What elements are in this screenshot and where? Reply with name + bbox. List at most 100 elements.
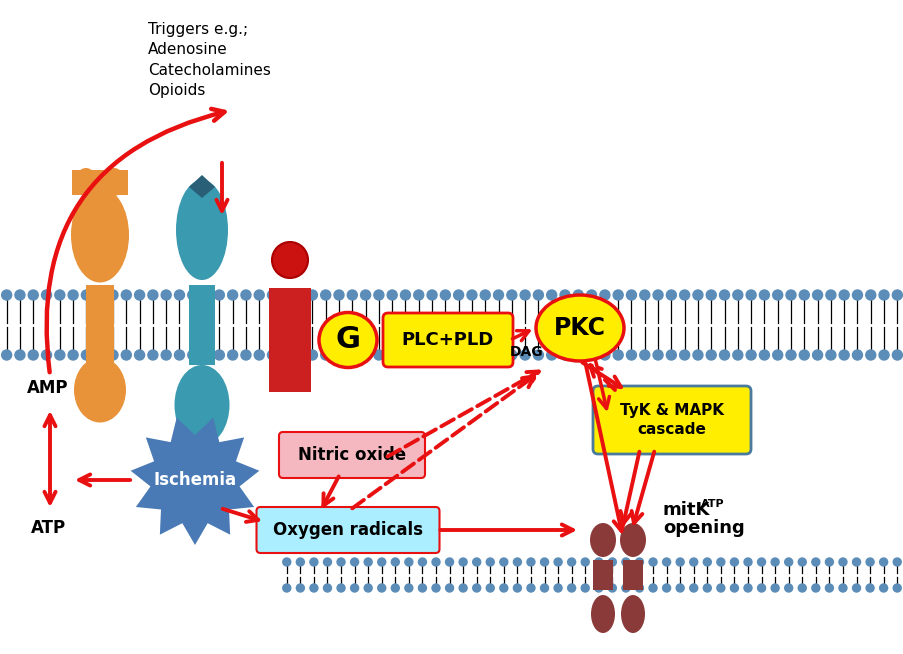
Circle shape [639,290,649,300]
Circle shape [652,350,662,360]
Circle shape [42,290,51,300]
Ellipse shape [103,168,125,196]
Circle shape [652,290,662,300]
Circle shape [600,350,610,360]
Circle shape [347,350,357,360]
Circle shape [321,350,330,360]
Circle shape [770,584,778,592]
Circle shape [364,584,372,592]
Circle shape [188,290,198,300]
Circle shape [81,290,91,300]
Text: Ischemia: Ischemia [154,471,237,489]
Circle shape [467,350,477,360]
Ellipse shape [591,595,614,633]
Circle shape [377,558,386,566]
Circle shape [770,558,778,566]
Circle shape [811,584,819,592]
Circle shape [42,350,51,360]
Circle shape [559,290,570,300]
Circle shape [426,290,436,300]
Circle shape [891,290,901,300]
Text: G: G [335,326,360,354]
Circle shape [283,558,291,566]
Circle shape [499,584,507,592]
Circle shape [675,584,684,592]
Circle shape [878,350,888,360]
Circle shape [716,558,724,566]
Circle shape [852,350,861,360]
Circle shape [626,290,636,300]
Circle shape [666,290,675,300]
Circle shape [865,584,873,592]
Text: PLC+PLD: PLC+PLD [402,331,494,349]
Circle shape [459,558,467,566]
Circle shape [459,584,467,592]
Circle shape [689,558,697,566]
Circle shape [479,350,489,360]
Circle shape [540,558,548,566]
Circle shape [812,350,822,360]
Circle shape [360,350,370,360]
Circle shape [445,558,453,566]
Circle shape [414,350,424,360]
Circle shape [121,350,131,360]
Circle shape [148,290,158,300]
Circle shape [200,350,210,360]
Circle shape [600,290,610,300]
Circle shape [759,350,768,360]
Circle shape [878,290,888,300]
Circle shape [440,350,450,360]
Circle shape [254,290,264,300]
Circle shape [321,290,330,300]
Circle shape [486,558,494,566]
Polygon shape [189,175,215,198]
Ellipse shape [71,188,129,283]
Circle shape [784,558,792,566]
Ellipse shape [590,523,615,557]
Ellipse shape [620,595,644,633]
Circle shape [333,290,344,300]
Circle shape [824,584,833,592]
Text: Oxygen radicals: Oxygen radicals [273,521,423,539]
Circle shape [784,584,792,592]
Circle shape [519,290,529,300]
Circle shape [679,290,689,300]
Circle shape [283,584,291,592]
Circle shape [513,558,521,566]
Circle shape [648,558,656,566]
Circle shape [307,350,317,360]
Circle shape [200,290,210,300]
Circle shape [228,290,237,300]
Circle shape [838,350,848,360]
Circle shape [405,558,413,566]
Circle shape [350,584,358,592]
Circle shape [499,558,507,566]
Circle shape [586,290,596,300]
Circle shape [554,584,562,592]
Circle shape [15,350,25,360]
Circle shape [824,558,833,566]
Circle shape [241,290,251,300]
Circle shape [608,584,616,592]
Circle shape [559,350,570,360]
Circle shape [811,558,819,566]
Text: Nitric oxide: Nitric oxide [298,446,405,464]
Circle shape [719,290,729,300]
Circle shape [391,558,399,566]
Circle shape [852,558,860,566]
Circle shape [865,558,873,566]
Circle shape [703,584,711,592]
Circle shape [892,558,900,566]
FancyBboxPatch shape [592,386,750,454]
Circle shape [386,290,396,300]
Circle shape [426,350,436,360]
Circle shape [838,558,846,566]
Circle shape [891,350,901,360]
Circle shape [594,558,602,566]
Circle shape [241,350,251,360]
Circle shape [107,290,118,300]
Circle shape [662,558,670,566]
Circle shape [626,350,636,360]
Circle shape [705,350,715,360]
Circle shape [757,558,765,566]
